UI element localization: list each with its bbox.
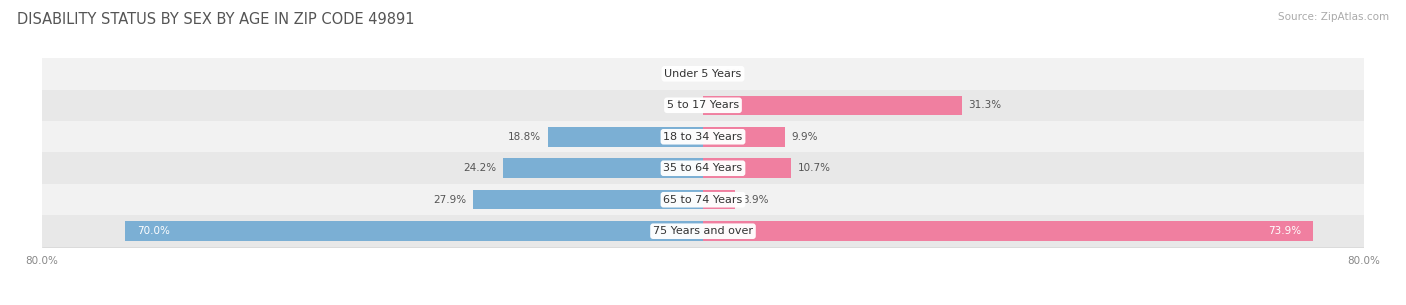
Bar — [42, 58, 1364, 90]
Bar — [503, 159, 703, 178]
Text: 0.0%: 0.0% — [716, 69, 741, 79]
Bar — [703, 95, 962, 115]
Text: DISABILITY STATUS BY SEX BY AGE IN ZIP CODE 49891: DISABILITY STATUS BY SEX BY AGE IN ZIP C… — [17, 12, 415, 27]
Text: 65 to 74 Years: 65 to 74 Years — [664, 195, 742, 205]
Text: Source: ZipAtlas.com: Source: ZipAtlas.com — [1278, 12, 1389, 22]
Bar — [703, 190, 735, 210]
Bar — [703, 127, 785, 146]
Text: 27.9%: 27.9% — [433, 195, 465, 205]
Bar — [125, 221, 703, 241]
Text: 9.9%: 9.9% — [792, 132, 818, 142]
Text: 75 Years and over: 75 Years and over — [652, 226, 754, 236]
Bar — [42, 90, 1364, 121]
Bar — [703, 221, 1313, 241]
Text: 0.0%: 0.0% — [665, 100, 690, 110]
Text: 3.9%: 3.9% — [742, 195, 768, 205]
Bar — [42, 184, 1364, 215]
Text: 5 to 17 Years: 5 to 17 Years — [666, 100, 740, 110]
Text: 0.0%: 0.0% — [665, 69, 690, 79]
Bar — [42, 215, 1364, 247]
Text: 31.3%: 31.3% — [969, 100, 1001, 110]
Text: 10.7%: 10.7% — [799, 163, 831, 173]
Bar — [472, 190, 703, 210]
Text: Under 5 Years: Under 5 Years — [665, 69, 741, 79]
Text: 70.0%: 70.0% — [138, 226, 170, 236]
Bar — [703, 159, 792, 178]
Text: 18.8%: 18.8% — [508, 132, 541, 142]
Text: 73.9%: 73.9% — [1268, 226, 1301, 236]
Bar — [548, 127, 703, 146]
Text: 24.2%: 24.2% — [464, 163, 496, 173]
Text: 35 to 64 Years: 35 to 64 Years — [664, 163, 742, 173]
Text: 18 to 34 Years: 18 to 34 Years — [664, 132, 742, 142]
Bar — [42, 121, 1364, 152]
Bar — [42, 152, 1364, 184]
